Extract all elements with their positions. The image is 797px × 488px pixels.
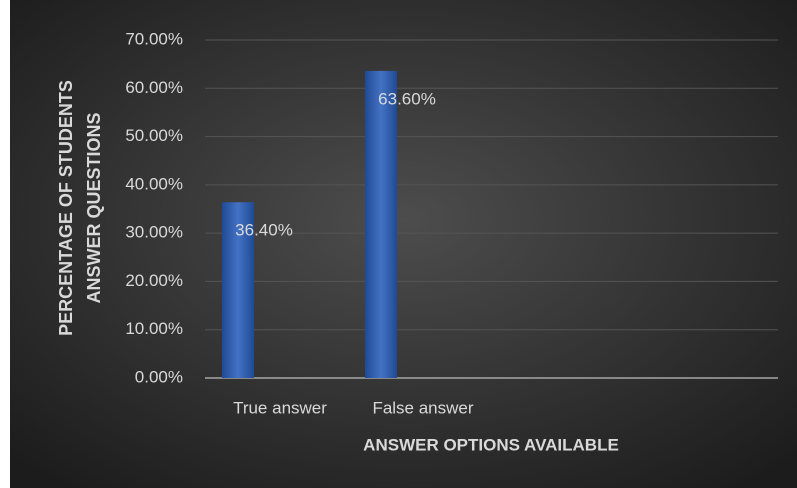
- x-tick-label: True answer: [233, 398, 327, 417]
- y-tick-label: 40.00%: [125, 174, 183, 193]
- y-tick-label: 50.00%: [125, 126, 183, 145]
- data-label: 63.60%: [378, 89, 436, 108]
- data-label: 36.40%: [235, 221, 293, 240]
- bar: [222, 202, 254, 378]
- background: [10, 0, 797, 488]
- y-tick-label: 10.00%: [125, 319, 183, 338]
- y-tick-label: 70.00%: [125, 29, 183, 48]
- x-tick-label: False answer: [372, 398, 473, 417]
- y-tick-label: 60.00%: [125, 78, 183, 97]
- x-axis-title: ANSWER OPTIONS AVAILABLE: [363, 435, 619, 454]
- bar: [365, 70, 397, 378]
- y-tick-label: 0.00%: [135, 367, 183, 386]
- y-tick-label: 20.00%: [125, 271, 183, 290]
- y-axis-title: PERCENTAGE OF STUDENTS ANSWER QUESTIONS: [56, 80, 104, 336]
- y-tick-label: 30.00%: [125, 223, 183, 242]
